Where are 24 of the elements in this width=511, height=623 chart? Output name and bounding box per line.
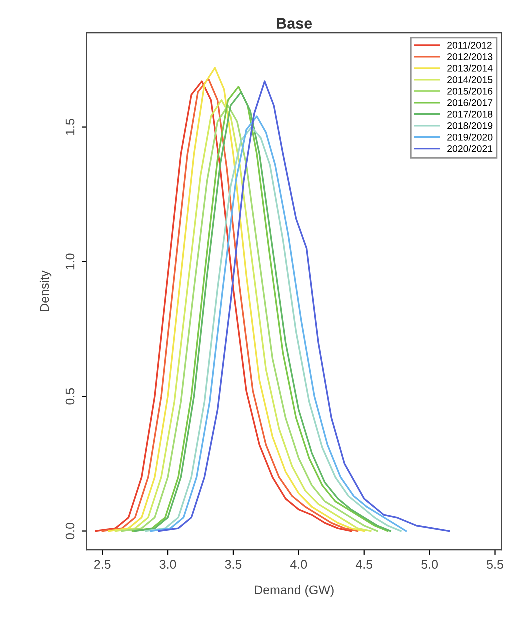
x-tick-label: 5.5 xyxy=(487,560,504,570)
x-tick-label: 5.0 xyxy=(422,560,438,570)
legend-label: 2012/2013 xyxy=(448,53,493,60)
legend-label: 2018/2019 xyxy=(448,122,493,130)
legend-label: 2020/2021 xyxy=(448,145,493,152)
x-tick-label: 3.5 xyxy=(225,560,242,570)
legend-label: 2015/2016 xyxy=(448,88,493,95)
x-tick-label: 3.0 xyxy=(160,560,176,570)
x-axis-title: Demand (GW) xyxy=(255,585,334,598)
chart-title: Base xyxy=(277,18,312,30)
legend-label: 2017/2018 xyxy=(448,110,493,118)
y-tick-label: 1.5 xyxy=(66,119,75,136)
y-tick-label: 0.5 xyxy=(66,388,75,405)
y-axis-title: Density xyxy=(40,270,52,312)
x-tick-label: 4.5 xyxy=(356,560,373,570)
legend-label: 2013/2014 xyxy=(448,64,493,72)
legend-label: 2014/2015 xyxy=(448,76,493,84)
legend-label: 2019/2020 xyxy=(448,134,493,141)
legend-label: 2011/2012 xyxy=(448,42,492,49)
y-tick-label: 1.0 xyxy=(66,254,75,270)
x-tick-label: 4.0 xyxy=(290,560,308,570)
y-tick-label: 0.0 xyxy=(66,523,75,540)
x-tick-label: 2.5 xyxy=(94,560,111,570)
legend-label: 2016/2017 xyxy=(448,99,493,106)
